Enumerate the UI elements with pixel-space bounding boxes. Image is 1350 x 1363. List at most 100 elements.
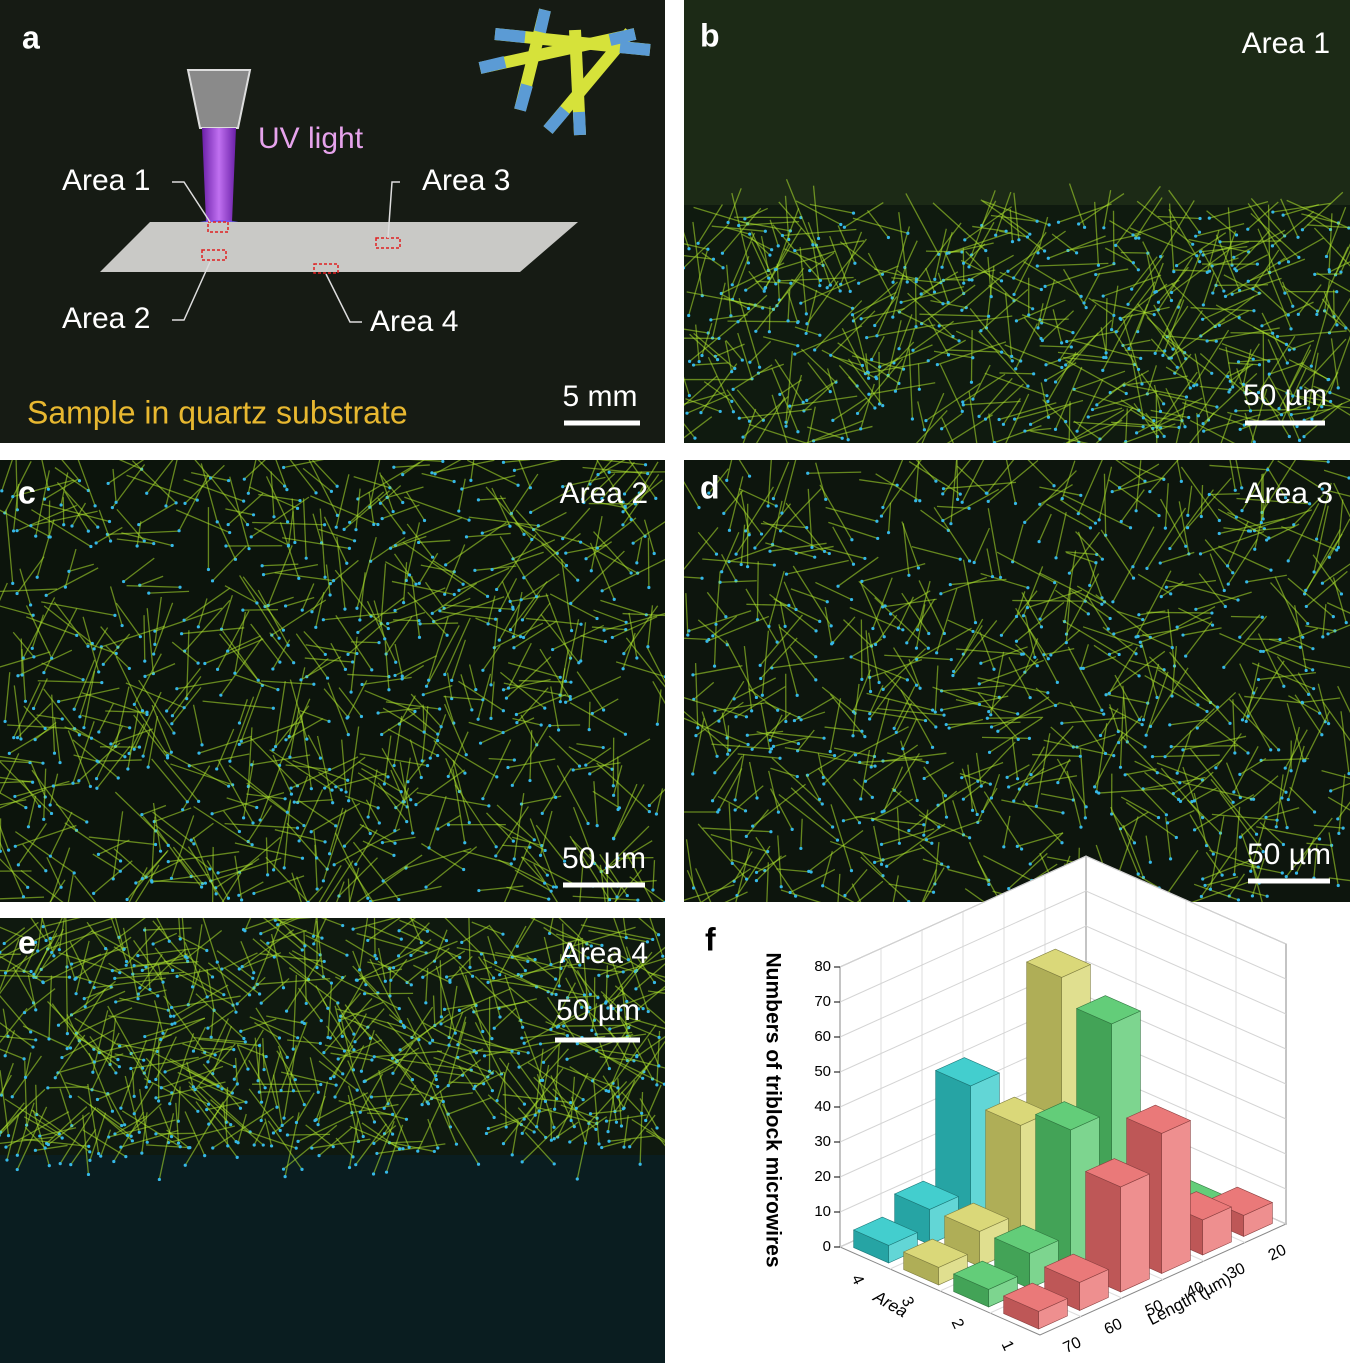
microwire <box>760 637 798 679</box>
microwire-tip <box>164 504 168 508</box>
microwire-tip <box>818 283 822 288</box>
microwire-tip <box>874 375 878 379</box>
microwire <box>647 1038 660 1067</box>
microwire-tip <box>96 852 101 856</box>
microwire <box>361 767 402 793</box>
microwire <box>1313 824 1344 829</box>
microwire-tip <box>679 980 682 983</box>
microwire <box>35 470 50 537</box>
microwire-tip <box>731 387 735 391</box>
microwire <box>283 1045 297 1119</box>
microwire <box>391 580 455 596</box>
microwire <box>33 918 63 978</box>
microwire <box>58 952 120 974</box>
microwire <box>198 1038 260 1047</box>
microwire-tip <box>197 751 201 755</box>
microwire-tip <box>132 1094 136 1098</box>
microwire-tip <box>687 313 691 318</box>
microwire <box>238 881 264 896</box>
microwire-tip <box>538 1042 543 1046</box>
microwire-tip <box>1236 360 1241 364</box>
microwire <box>1209 816 1225 890</box>
microwire <box>717 795 746 812</box>
microwire <box>21 1138 89 1148</box>
microwire <box>241 929 295 968</box>
microwire <box>311 460 338 487</box>
microwire-tip <box>794 607 798 612</box>
microwire <box>234 1057 238 1085</box>
microwire <box>147 715 159 768</box>
microwire-tip <box>1187 415 1191 420</box>
microwire-tip <box>36 949 40 953</box>
microwire-tip <box>886 235 891 240</box>
microwire-tip <box>876 536 880 541</box>
microwire-tip <box>1064 363 1068 367</box>
microwire <box>1004 344 1063 369</box>
microwire <box>357 597 405 633</box>
microwire-tip <box>750 747 754 751</box>
microwire <box>606 825 650 869</box>
microwire-tip <box>646 645 650 649</box>
microwire-tip <box>107 519 112 524</box>
microwire <box>936 588 958 654</box>
microwire <box>523 532 581 579</box>
microwire <box>1076 585 1105 603</box>
microwire-tip <box>951 669 956 674</box>
microwire <box>797 729 815 752</box>
microwire-tip <box>663 900 665 902</box>
microwire <box>184 942 208 998</box>
microwire <box>1135 460 1142 511</box>
microwire-tip <box>200 743 204 747</box>
microwire <box>1038 513 1052 542</box>
microwire-tip <box>647 803 651 808</box>
microwire <box>860 749 871 800</box>
microwire-tip <box>351 660 355 664</box>
microwire <box>1244 695 1303 704</box>
microwire <box>513 621 557 649</box>
microwire <box>402 460 425 476</box>
microwire-tip <box>1222 665 1226 669</box>
microwire-tip <box>804 331 808 336</box>
microwire <box>452 769 466 843</box>
microwire-tip <box>1137 236 1141 240</box>
microwire <box>316 920 325 977</box>
microwire <box>1313 385 1350 401</box>
microwire-tip <box>148 987 152 992</box>
microwire <box>1142 241 1173 301</box>
microwire <box>139 953 163 989</box>
microwire-tip <box>506 686 511 690</box>
microwire <box>805 774 821 800</box>
microwire <box>588 1080 628 1124</box>
microwire-tip <box>283 1175 287 1179</box>
microwire-tip <box>239 1029 243 1033</box>
microwire <box>607 951 653 1009</box>
microwire <box>742 396 789 438</box>
microwire-tip <box>651 937 655 942</box>
microwire-tip <box>216 871 220 875</box>
microwire <box>286 957 322 1012</box>
microwire <box>11 1055 42 1098</box>
microwire <box>562 476 606 488</box>
microwire-tip <box>1336 883 1340 888</box>
microwire-tip <box>476 1162 481 1166</box>
microwire <box>1120 251 1148 254</box>
microwire <box>837 225 856 264</box>
microwire-tip <box>94 777 99 781</box>
microwire-tip <box>285 520 290 524</box>
microwire-tip <box>588 772 592 776</box>
microwire <box>506 886 549 900</box>
microwire <box>1013 746 1045 802</box>
microwire <box>99 1034 172 1054</box>
microwire-tip <box>597 973 601 977</box>
microwire-tip <box>1284 342 1289 346</box>
microwire-tip <box>541 1078 545 1082</box>
microwire <box>477 1050 519 1054</box>
microwire-tip <box>961 400 965 404</box>
microwire-tip <box>16 674 20 678</box>
microwire-tip <box>1136 634 1140 638</box>
microwire <box>807 471 862 474</box>
microwire <box>485 486 533 540</box>
microwire <box>807 426 843 439</box>
microwire <box>229 696 255 762</box>
microwire <box>1116 245 1139 271</box>
